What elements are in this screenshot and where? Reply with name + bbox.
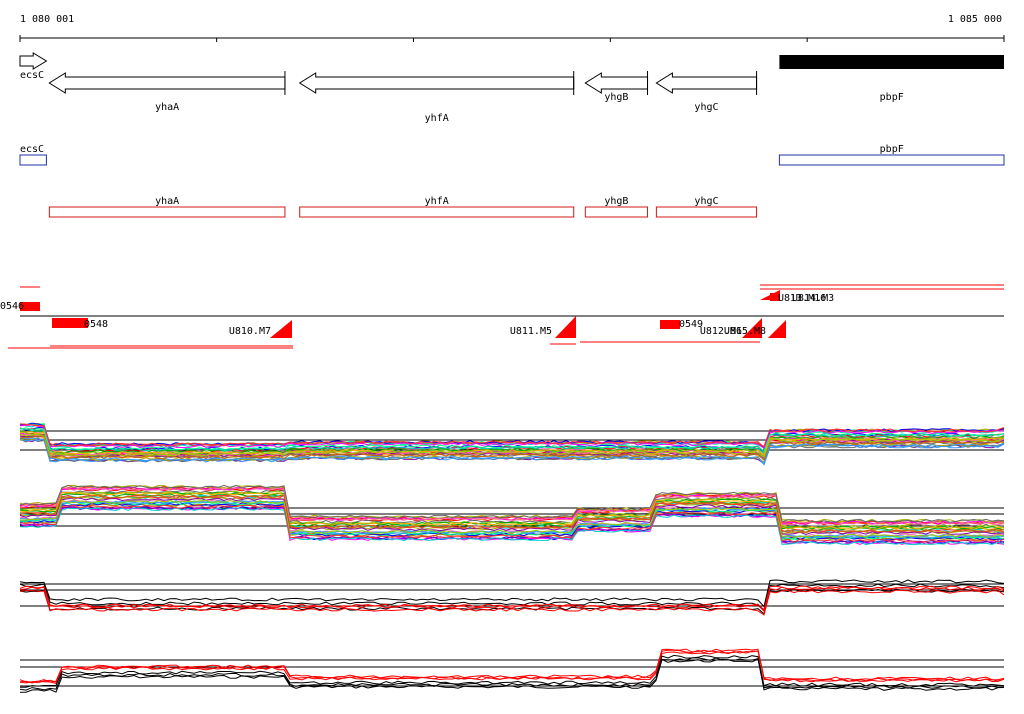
segment-block (52, 318, 88, 328)
gene-yhaA-arrow (48, 72, 286, 94)
gene-pbpF-bar (779, 55, 1004, 69)
expression-profile (19, 491, 1005, 530)
gene-yhaA-box-label: yhaA (155, 196, 179, 207)
expression-profile (19, 583, 1005, 611)
expression-profile (19, 499, 1005, 538)
expression-profile (19, 497, 1005, 536)
gene-yhgC-arrow (655, 72, 758, 94)
expression-profile (19, 487, 1005, 526)
expression-profile (19, 650, 1005, 684)
expression-track-2 (19, 484, 1005, 546)
segment-label: U813.M16 (778, 293, 826, 304)
segment-block (20, 302, 40, 311)
segment-label: 0549 (679, 319, 703, 330)
expression-profile (19, 438, 1005, 466)
expression-profile (20, 658, 1005, 693)
gene-yhgB-box (584, 206, 649, 218)
segment-wedge (768, 320, 786, 338)
gene-yhfA-box (299, 206, 575, 218)
segment-wedge (742, 318, 762, 338)
expression-profile (19, 657, 1005, 691)
expression-profile (19, 435, 1005, 461)
gene-ecsC-box (19, 154, 47, 166)
ruler-start-label: 1 080 001 (20, 14, 74, 25)
gene-yhfA-box-label: yhfA (425, 196, 449, 207)
gene-plus-track: ecsC pbpF (19, 144, 1005, 166)
expression-track-1 (19, 422, 1005, 466)
expression-track-4 (19, 648, 1005, 693)
segment-block (660, 320, 680, 329)
gene-ecsC-label: ecsC (20, 70, 44, 81)
expression-profile (19, 579, 1005, 608)
gene-pbpF-label: pbpF (880, 92, 904, 103)
expression-profile (19, 491, 1005, 530)
expression-profile (19, 437, 1005, 465)
expression-profile (19, 424, 1005, 449)
gene-yhfA-arrow (298, 72, 575, 94)
ruler-ticks (19, 35, 1005, 42)
gene-yhaA-box (48, 206, 286, 218)
segment-label: U812.M6 (700, 326, 742, 337)
segment-wedge (760, 290, 780, 300)
expression-profile (19, 654, 1005, 688)
expression-profile (19, 484, 1005, 523)
gene-pbpF-box-label: pbpF (880, 144, 904, 155)
expression-profile (19, 423, 1005, 447)
gene-strand-track: ecsC yhaA yhfA yhgB yhgC pbpF (19, 52, 1004, 124)
expression-profile (20, 494, 1005, 533)
gene-yhgC-box-label: yhgC (694, 196, 718, 207)
gene-yhfA-label: yhfA (425, 113, 449, 124)
expression-profile (19, 588, 1005, 615)
expression-profile (19, 435, 1005, 462)
gene-ecsC-arrow (19, 52, 48, 70)
gene-minus-track: yhaA yhfA yhgB yhgC (48, 196, 758, 218)
segment-label: U811.M5 (510, 326, 552, 337)
gene-yhgC-box (655, 206, 758, 218)
expression-profile (19, 585, 1005, 612)
expression-profile (19, 589, 1005, 616)
segment-label: U815.M8 (724, 326, 766, 337)
segment-label: U810.M7 (229, 326, 271, 337)
expression-profile (19, 649, 1005, 684)
expression-profile (19, 502, 1005, 541)
segment-label: 0548 (84, 319, 108, 330)
gene-yhgC-label: yhgC (694, 102, 718, 113)
ruler-end-label: 1 085 000 (948, 14, 1002, 25)
gene-yhgB-box-label: yhgB (604, 196, 628, 207)
expression-profile (19, 433, 1005, 458)
expression-profile (19, 504, 1005, 543)
expression-profile (20, 499, 1005, 538)
expression-profile (19, 507, 1005, 546)
gene-pbpF-box (778, 154, 1005, 166)
segment-label: U814.M3 (792, 293, 834, 304)
gene-yhgB-label: yhgB (604, 92, 628, 103)
gene-ecsC-box-label: ecsC (20, 144, 44, 155)
expression-profile (19, 493, 1005, 532)
segment-track: 0546 0548 U810.M7 U811.M5 0549U812.M6U815.M8… (0, 284, 1004, 349)
gene-yhgB-arrow (584, 72, 649, 94)
segment-wedge (270, 320, 292, 338)
segment-label: 0546 (0, 301, 24, 312)
gene-yhaA-label: yhaA (155, 102, 179, 113)
expression-profile (19, 427, 1005, 453)
coordinate-ruler: 1 080 001 1 085 000 (19, 14, 1005, 42)
expression-track-3 (19, 579, 1005, 616)
segment-wedge (555, 316, 576, 338)
